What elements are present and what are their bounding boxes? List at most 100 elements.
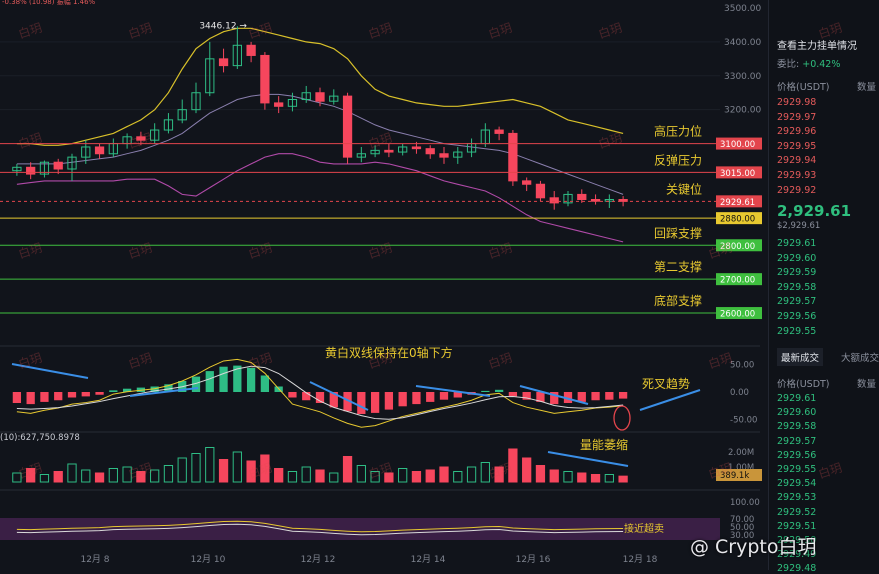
ask-price: 2929.92: [777, 184, 817, 196]
price-tick-label: 3200.00: [724, 106, 761, 116]
volume-bar: [53, 471, 63, 483]
volume-bar: [260, 454, 270, 483]
volume-bar: [274, 468, 284, 483]
ask-price: 2929.93: [777, 170, 817, 181]
level-value: 2929.61: [720, 198, 755, 208]
volume-bar: [163, 465, 174, 483]
candle-body: [26, 166, 36, 175]
macd-tick-label: 50.00: [730, 361, 754, 371]
level-badge: [716, 239, 762, 252]
trade-price: 2929.60: [777, 407, 817, 419]
tab-latest-trades[interactable]: 最新成交: [777, 348, 824, 366]
volume-bar: [480, 462, 490, 483]
level-name: 反弹压力: [654, 153, 702, 167]
candle-body: [342, 95, 353, 158]
macd-bar: [591, 392, 600, 401]
volume-bar: [315, 469, 325, 483]
column-qty-header: 数量: [857, 82, 877, 93]
macd-bar: [563, 392, 573, 403]
death-cross-annotation: 死叉趋势: [642, 377, 690, 391]
candle-body: [177, 109, 187, 121]
oversold-annotation: 接近超卖: [624, 522, 664, 535]
volume-tick-label: 2.00M: [728, 448, 754, 458]
level-name: 关键位: [666, 181, 702, 196]
level-badge: [716, 195, 762, 208]
trade-price: 2929.51: [777, 520, 817, 532]
tab-large-trades[interactable]: 大额成交: [841, 353, 879, 364]
trade-price: 2929.57: [777, 435, 817, 447]
price-chart[interactable]: 3446.12 → 3100.00 高压力位 3015.00 反弹压力 2929.61 关…: [0, 0, 768, 570]
macd-bar: [164, 384, 173, 392]
candle-body: [411, 146, 422, 150]
rsi-tick-label: 100.00: [730, 498, 760, 508]
trade-price: 2929.56: [777, 449, 817, 461]
candle-body: [232, 44, 242, 67]
date-tick-label: 12月 10: [191, 554, 226, 565]
volume-bar: [577, 472, 587, 483]
macd-bar: [219, 366, 228, 392]
bid-price: 2929.59: [777, 267, 817, 279]
volume-bar: [246, 460, 256, 483]
macd-bar: [40, 392, 49, 402]
trades-qty-header: 数量: [857, 379, 877, 390]
level-value: 3100.00: [720, 140, 755, 150]
rsi-band: [0, 518, 720, 540]
last-price-usd: $2,929.61: [777, 221, 821, 231]
level-badge: [716, 307, 762, 320]
level-badge: [716, 212, 762, 225]
macd-bar: [288, 392, 297, 398]
candle-body: [563, 193, 573, 204]
candle-body: [81, 146, 91, 158]
price-tick-label: 3400.00: [724, 38, 761, 48]
macd-bar: [329, 392, 338, 408]
bid-price: 2929.58: [777, 281, 817, 293]
volume-badge-value: 389.1k: [720, 471, 749, 481]
level-value: 3015.00: [720, 169, 755, 179]
macd-dif-line: [16, 358, 624, 428]
main-orders-link[interactable]: 查看主力挂单情况: [777, 41, 857, 52]
candle-body: [53, 161, 63, 170]
order-book-panel: 查看主力挂单情况 委比: +0.42% 价格(USDT) 数量 2929.98 2…: [768, 0, 879, 574]
macd-panel: 50.00 0.00 -50.00: [0, 345, 760, 428]
bid-price: 2929.55: [777, 325, 817, 337]
macd-bar: [481, 390, 490, 392]
macd-dea-line: [16, 365, 624, 420]
bollinger-upper-line: [16, 27, 624, 146]
volume-bar: [39, 474, 50, 483]
volume-bar: [439, 466, 449, 483]
rsi-tick-label: 70.00: [730, 515, 754, 525]
volume-bar: [26, 468, 36, 483]
volume-bar: [425, 469, 435, 483]
date-tick-label: 12月 8: [80, 554, 109, 565]
volume-bar: [522, 457, 532, 483]
ratio-label: 委比: +0.42%: [777, 59, 841, 70]
macd-bar: [95, 392, 104, 395]
bid-price: 2929.60: [777, 252, 817, 264]
volume-bar: [81, 469, 91, 483]
volume-bar: [604, 474, 614, 483]
date-tick-label: 12月 18: [623, 554, 658, 565]
volume-bar: [232, 451, 242, 483]
chart-grid: [0, 41, 720, 111]
candle-body: [191, 92, 201, 111]
candle-body: [315, 92, 325, 102]
volume-bar: [398, 468, 408, 483]
bid-price: 2929.61: [777, 238, 817, 249]
brand-label: @ Crypto白玥: [690, 536, 817, 558]
volume-bar: [218, 459, 229, 483]
bid-price: 2929.56: [777, 311, 817, 322]
bid-price: 2929.57: [777, 296, 817, 308]
volume-bar: [67, 463, 77, 483]
candle-body: [67, 156, 77, 170]
candle-body: [384, 149, 394, 153]
candle-body: [136, 136, 146, 141]
macd-bar: [54, 392, 63, 401]
candle-body: [163, 119, 174, 131]
macd-bar: [233, 365, 242, 392]
ask-price: 2929.97: [777, 111, 817, 123]
trades-price-header: 价格(USDT): [777, 379, 830, 390]
trade-price: 2929.58: [777, 421, 817, 433]
volume-bar: [94, 472, 105, 483]
